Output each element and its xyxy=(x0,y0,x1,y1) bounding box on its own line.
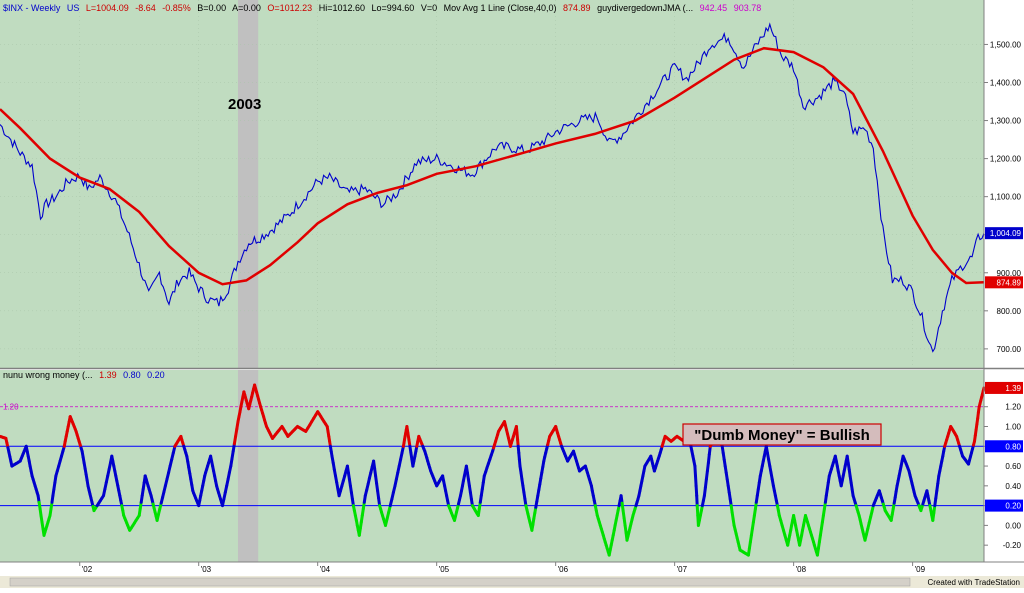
header-open: O=1012.23 xyxy=(267,3,312,13)
price-tick-label: 800.00 xyxy=(997,307,1022,316)
time-tick-label: '02 xyxy=(82,565,93,574)
header-symbol: $INX - Weekly xyxy=(3,3,61,13)
indicator-tick-label: 0.00 xyxy=(1005,521,1021,530)
indicator-name: nunu wrong money (... xyxy=(3,370,93,380)
price-badge-label: 1,004.09 xyxy=(990,229,1022,238)
year-annotation: 2003 xyxy=(228,96,261,113)
header-volume: V=0 xyxy=(421,3,437,13)
footer-credit: Created with TradeStation xyxy=(928,578,1021,587)
price-tick-label: 1,100.00 xyxy=(990,193,1022,202)
header-high: Hi=1012.60 xyxy=(319,3,365,13)
time-tick-label: '09 xyxy=(915,565,926,574)
header-ma-value: 874.89 xyxy=(563,3,591,13)
time-tick-label: '06 xyxy=(558,565,569,574)
indicator-tick-label: -0.20 xyxy=(1003,541,1022,550)
indicator-tick-label: 1.20 xyxy=(1005,403,1021,412)
time-tick-label: '07 xyxy=(677,565,688,574)
header-jma-value2: 903.78 xyxy=(734,3,762,13)
indicator-tick-label: 0.60 xyxy=(1005,462,1021,471)
indicator-badge-label: 0.20 xyxy=(1005,502,1021,511)
indicator-value3: 0.20 xyxy=(147,370,165,380)
indicator-badge-label: 0.80 xyxy=(1005,442,1021,451)
header-change: -8.64 xyxy=(135,3,156,13)
header-bid: B=0.00 xyxy=(197,3,226,13)
price-badge-label: 874.89 xyxy=(997,278,1022,287)
price-pane-background xyxy=(0,0,984,368)
time-tick-label: '08 xyxy=(796,565,807,574)
indicator-header: nunu wrong money (... 1.39 0.80 0.20 xyxy=(3,370,165,380)
indicator-value2: 0.80 xyxy=(123,370,141,380)
highlight-band-2003 xyxy=(238,0,258,368)
price-tick-label: 700.00 xyxy=(997,345,1022,354)
indicator-tick-label: 1.00 xyxy=(1005,423,1021,432)
header-jma-label: guydivergedownJMA (... xyxy=(597,3,693,13)
price-tick-label: 1,400.00 xyxy=(990,78,1022,87)
threshold-label: 1.20 xyxy=(3,403,19,412)
time-tick-label: '03 xyxy=(201,565,212,574)
header-ma-label: Mov Avg 1 Line (Close,40,0) xyxy=(444,3,557,13)
price-tick-label: 1,500.00 xyxy=(990,40,1022,49)
scrollbar-thumb[interactable] xyxy=(10,578,910,586)
price-tick-label: 1,200.00 xyxy=(990,155,1022,164)
indicator-tick-label: 0.40 xyxy=(1005,482,1021,491)
price-tick-label: 1,300.00 xyxy=(990,117,1022,126)
header-last: L=1004.09 xyxy=(86,3,129,13)
header-jma-value1: 942.45 xyxy=(700,3,728,13)
header-change-pct: -0.85% xyxy=(162,3,191,13)
indicator-value1: 1.39 xyxy=(99,370,117,380)
time-axis-background xyxy=(0,562,1024,576)
header-ask: A=0.00 xyxy=(232,3,261,13)
callout-text: "Dumb Money" = Bullish xyxy=(694,427,870,444)
header-low: Lo=994.60 xyxy=(372,3,415,13)
time-tick-label: '04 xyxy=(320,565,331,574)
time-tick-label: '05 xyxy=(439,565,450,574)
callout-box: "Dumb Money" = Bullish xyxy=(683,424,881,445)
indicator-badge-label: 1.39 xyxy=(1005,384,1021,393)
price-header: $INX - Weekly US L=1004.09 -8.64 -0.85% … xyxy=(3,3,761,13)
header-exchange: US xyxy=(67,3,80,13)
